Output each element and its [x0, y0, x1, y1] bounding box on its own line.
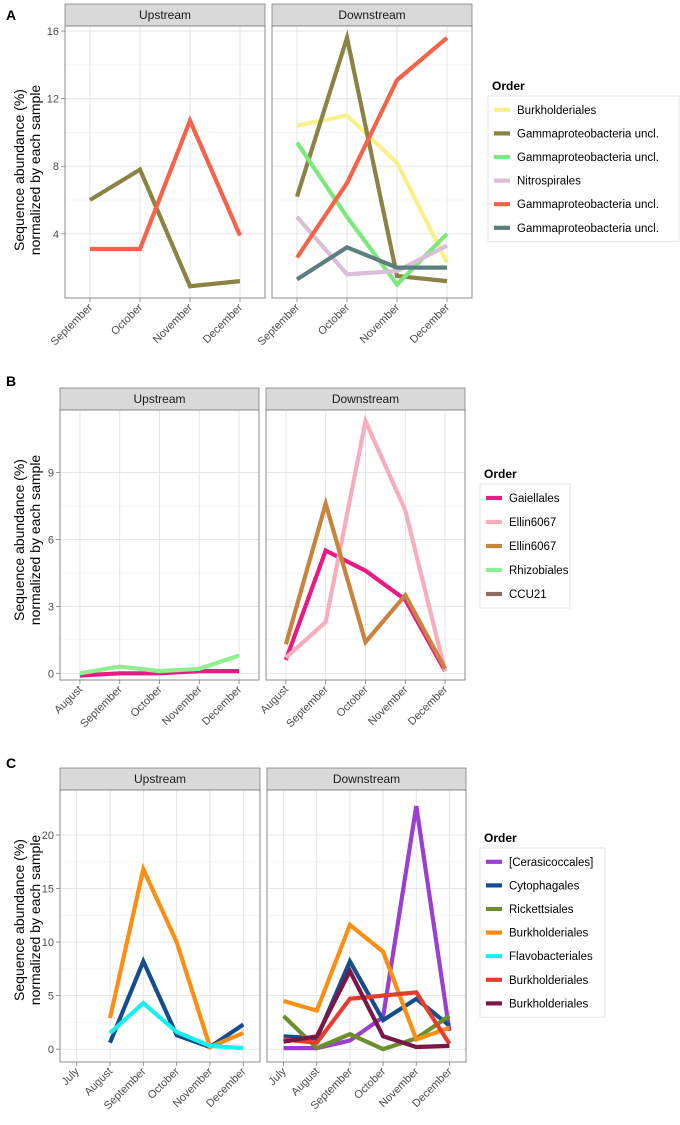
x-tick-label: August: [52, 684, 85, 717]
series-line-upstream-0: [79, 668, 240, 678]
series-line-downstream-4: [295, 36, 449, 259]
y-tick-label: 10: [42, 937, 54, 949]
x-tick-label: September: [49, 301, 96, 348]
legend-label: Rhizobiales: [509, 565, 569, 577]
legend-label: Gammaproteobacteria uncl.: [517, 199, 659, 211]
legend-label: Ellin6067: [509, 517, 556, 529]
plot-border-downstream: [271, 25, 473, 299]
x-tick-label: December: [408, 301, 453, 346]
y-axis-title-line1: Sequence abundance (%): [11, 89, 27, 251]
series-line-downstream-5: [283, 990, 452, 1045]
legend-label: Gammaproteobacteria uncl.: [517, 223, 659, 235]
legend-label: Burkholderiales: [509, 928, 589, 940]
series-line-upstream-3: [79, 653, 240, 676]
legend-label: Nitrospirales: [517, 176, 581, 188]
x-tick-label: August: [289, 1066, 322, 1099]
plot-background-upstream: [65, 26, 265, 298]
y-axis-title-line2: normalized by each sample: [27, 835, 43, 1006]
legend-box: [487, 95, 680, 243]
legend-label: Burkholderiales: [517, 105, 597, 117]
x-tick-label: July: [59, 1065, 82, 1088]
x-tick-label: October: [109, 301, 145, 337]
y-tick-label: 3: [48, 601, 54, 613]
series-line-downstream-1: [294, 29, 448, 284]
legend-label: Rickettsiales: [509, 904, 574, 916]
series-line-downstream-0: [283, 805, 452, 1051]
plot-border-downstream: [266, 789, 467, 1063]
series-line-upstream-4: [108, 1000, 244, 1051]
y-axis-title-line2: normalized by each sample: [27, 455, 43, 626]
legend-label: Gammaproteobacteria uncl.: [517, 128, 659, 140]
legend-label: CCU21: [509, 589, 547, 601]
series-line-upstream-1: [88, 166, 241, 289]
plot-border-upstream: [64, 25, 266, 299]
legend-label: Burkholderiales: [509, 975, 589, 987]
facet-label-upstream: Upstream: [139, 8, 191, 22]
y-tick-label: 16: [47, 26, 59, 38]
y-tick-label: 5: [48, 991, 54, 1003]
panel-letter-a: A: [6, 7, 16, 23]
x-tick-label: December: [201, 301, 246, 346]
facet-label-downstream: Downstream: [332, 392, 399, 406]
facet-label-downstream: Downstream: [338, 8, 405, 22]
legend-label: Gaiellales: [509, 493, 560, 505]
series-line-upstream-4: [90, 115, 242, 252]
facet-label-upstream: Upstream: [133, 392, 185, 406]
x-tick-label: December: [406, 683, 451, 728]
x-tick-label: November: [160, 683, 205, 728]
plot-background-upstream: [60, 790, 260, 1062]
y-tick-label: 0: [48, 668, 54, 680]
x-tick-label: November: [151, 301, 196, 346]
y-axis-title-line1: Sequence abundance (%): [11, 839, 27, 1001]
x-tick-label: December: [200, 683, 245, 728]
panel-letter-b: B: [6, 373, 16, 389]
series-line-upstream-3: [107, 862, 245, 1050]
y-tick-label: 6: [48, 534, 54, 546]
legend-label: Burkholderiales: [509, 998, 589, 1010]
series-line-downstream-2: [283, 496, 447, 670]
facet-label-upstream: Upstream: [134, 772, 186, 786]
x-tick-label: September: [256, 301, 303, 348]
legend-label: [Cerasicoccales]: [509, 857, 593, 869]
series-line-downstream-3: [295, 215, 448, 277]
y-tick-label: 4: [53, 229, 59, 241]
series-line-downstream-5: [295, 244, 447, 282]
y-tick-label: 15: [42, 884, 54, 896]
x-tick-label: July: [266, 1065, 289, 1088]
y-tick-label: 9: [48, 467, 54, 479]
y-axis-title-line1: Sequence abundance (%): [11, 459, 27, 621]
y-tick-label: 8: [53, 161, 59, 173]
x-tick-label: October: [316, 301, 352, 337]
legend-title: Order: [484, 831, 517, 845]
y-axis-title-line2: normalized by each sample: [27, 85, 43, 256]
x-tick-label: November: [358, 301, 403, 346]
legend-title: Order: [492, 79, 525, 93]
y-tick-label: 20: [42, 830, 54, 842]
series-line-upstream-1: [108, 955, 245, 1050]
y-tick-label: 12: [47, 94, 59, 106]
legend-label: Gammaproteobacteria uncl.: [517, 152, 659, 164]
x-tick-label: September: [284, 683, 331, 730]
facet-label-downstream: Downstream: [333, 772, 400, 786]
x-tick-label: October: [334, 683, 370, 719]
x-tick-label: November: [366, 683, 411, 728]
legend-title: Order: [484, 467, 517, 481]
series-line-downstream-1: [284, 414, 448, 672]
plot-border-upstream: [59, 789, 261, 1063]
x-tick-label: August: [258, 684, 291, 717]
legend-label: Flavobacteriales: [509, 951, 593, 963]
panel-letter-c: C: [6, 755, 16, 771]
y-tick-label: 0: [48, 1044, 54, 1056]
legend-label: Cytophagales: [509, 880, 580, 892]
legend-label: Ellin6067: [509, 541, 556, 553]
series-line-downstream-3: [283, 921, 451, 1043]
x-tick-label: October: [128, 683, 164, 719]
x-tick-label: September: [78, 683, 125, 730]
series-line-downstream-6: [283, 966, 450, 1050]
x-tick-label: August: [82, 1066, 115, 1099]
